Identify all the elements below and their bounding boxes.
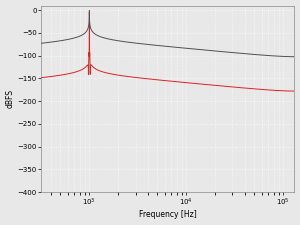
X-axis label: Frequency [Hz]: Frequency [Hz]	[139, 210, 196, 219]
Y-axis label: dBFS: dBFS	[6, 89, 15, 108]
